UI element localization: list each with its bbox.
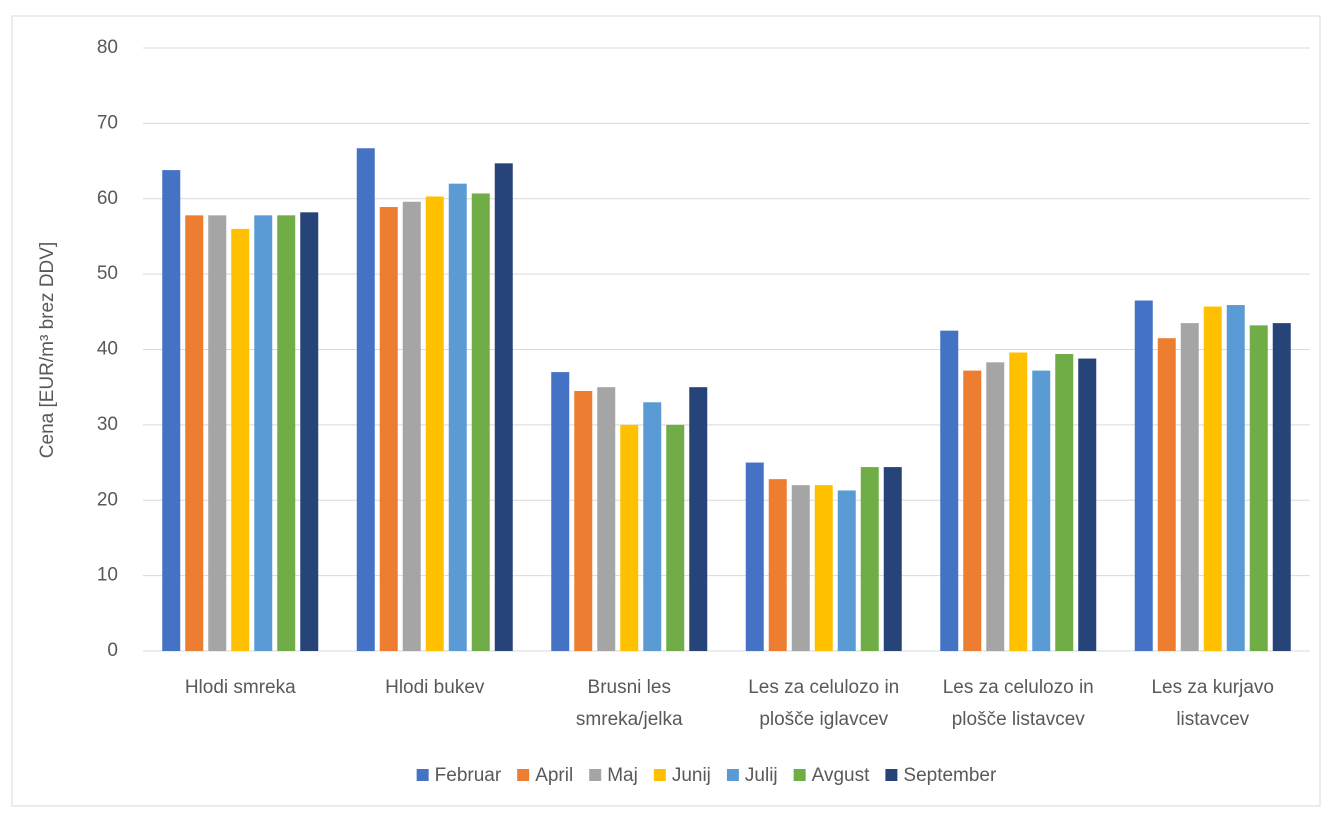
bar <box>277 215 296 651</box>
bar <box>1203 306 1222 651</box>
chart-border <box>11 15 1321 807</box>
x-tick-label: Hlodi smreka <box>185 677 296 698</box>
legend-swatch <box>653 769 666 781</box>
legend-label: Julij <box>745 765 778 786</box>
bar <box>883 467 902 651</box>
bar <box>185 215 204 651</box>
x-tick-label: Les za celulozo in <box>943 677 1094 698</box>
legend-swatch <box>416 769 429 781</box>
bar <box>643 402 662 651</box>
bar <box>1009 352 1028 651</box>
legend-label: Avgust <box>812 765 870 786</box>
bar <box>940 330 959 651</box>
x-tick-label: Hlodi bukev <box>385 677 485 698</box>
x-tick-label: plošče iglavcev <box>759 709 888 730</box>
legend-swatch <box>517 769 530 781</box>
bar <box>1055 354 1074 651</box>
y-tick-label: 60 <box>97 188 118 209</box>
bar <box>1180 323 1199 651</box>
bar <box>551 372 570 651</box>
bar <box>791 485 810 651</box>
y-tick-label: 20 <box>97 489 118 510</box>
bar <box>379 207 398 651</box>
bar <box>208 215 227 651</box>
bar <box>1226 305 1245 651</box>
y-tick-label: 70 <box>97 112 118 133</box>
y-tick-label: 80 <box>97 37 118 58</box>
bar <box>425 196 444 651</box>
bar <box>689 387 708 651</box>
bar <box>768 479 787 651</box>
bar <box>963 370 982 651</box>
bar <box>1272 323 1291 651</box>
bar <box>1032 370 1051 651</box>
x-tick-label: plošče listavcev <box>952 709 1086 730</box>
bar <box>1134 300 1153 651</box>
y-tick-label: 40 <box>97 339 118 360</box>
y-tick-label: 50 <box>97 263 118 284</box>
bar <box>837 490 856 651</box>
bar <box>620 424 639 651</box>
y-tick-label: 0 <box>107 640 118 661</box>
x-tick-label: listavcev <box>1176 709 1249 730</box>
x-tick-label: Les za kurjavo <box>1151 677 1274 698</box>
bar <box>666 424 685 651</box>
bar <box>402 201 421 651</box>
bar <box>356 148 375 651</box>
legend-swatch <box>726 769 739 781</box>
bar <box>1249 325 1268 651</box>
y-axis-label: Cena [EUR/m³ brez DDV] <box>37 242 58 458</box>
x-tick-label: smreka/jelka <box>576 709 683 730</box>
bar <box>986 362 1005 651</box>
bar <box>162 170 181 652</box>
legend-swatch <box>885 769 898 781</box>
legend-label: Februar <box>435 765 502 786</box>
bar <box>494 163 513 652</box>
bar <box>860 467 879 651</box>
bar <box>300 212 319 651</box>
legend-label: September <box>903 765 997 786</box>
legend-label: Maj <box>607 765 638 786</box>
bar <box>1157 338 1176 651</box>
y-tick-label: 30 <box>97 414 118 435</box>
bar <box>745 462 764 651</box>
bar <box>1078 358 1097 651</box>
x-tick-label: Les za celulozo in <box>748 677 899 698</box>
legend-swatch <box>793 769 806 781</box>
bar <box>231 228 250 651</box>
bar <box>254 215 273 651</box>
legend-label: Junij <box>672 765 711 786</box>
bar <box>471 193 490 651</box>
bar <box>597 387 616 651</box>
bar <box>448 183 467 652</box>
legend-label: April <box>535 765 573 786</box>
x-tick-label: Brusni les <box>588 677 671 698</box>
y-tick-label: 10 <box>97 565 118 586</box>
legend-swatch <box>589 769 602 781</box>
bar <box>814 485 833 651</box>
bar <box>574 390 593 651</box>
